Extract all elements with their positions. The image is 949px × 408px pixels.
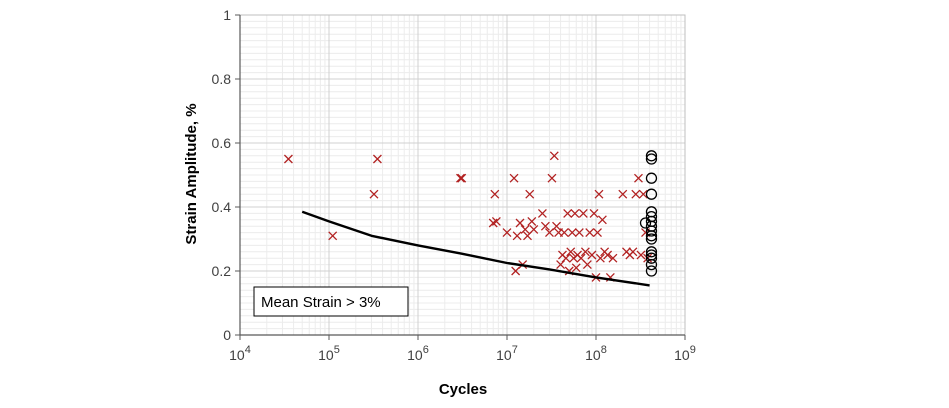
circle-marker-point [645, 258, 658, 271]
x-marker-point [580, 247, 590, 257]
y-tick-label: 0.2 [212, 263, 232, 279]
x-marker-point [595, 253, 605, 263]
x-marker-point [283, 154, 293, 164]
x-marker-point [582, 260, 592, 270]
x-marker-point [369, 189, 379, 199]
x-marker-point [509, 173, 519, 183]
fit-curve [301, 210, 650, 287]
x-marker-point [491, 216, 501, 226]
y-tick-label: 0.8 [212, 71, 232, 87]
x-marker-point [520, 224, 530, 234]
x-marker-point [631, 189, 641, 199]
x-marker-point [529, 224, 539, 234]
x-marker-point [597, 215, 607, 225]
minor-gridlines [240, 15, 685, 335]
x-marker-point [456, 173, 465, 183]
circle-marker-point [645, 233, 658, 245]
x-marker-point [540, 221, 550, 231]
circle-marker-point [639, 217, 652, 229]
series-layer [283, 150, 658, 287]
circle-marker-point [645, 265, 658, 277]
x-marker-point [634, 173, 643, 183]
x-marker-point [566, 247, 576, 257]
x-marker-point [545, 228, 554, 238]
x-marker-point [603, 250, 613, 260]
x-marker-point [525, 189, 535, 199]
x-marker-point [515, 218, 525, 228]
x-marker-point [636, 250, 646, 260]
x-marker-point [527, 216, 537, 226]
x-marker-point [502, 228, 512, 238]
x-marker-point [593, 228, 602, 238]
x-marker-point [552, 221, 561, 231]
x-marker-point [608, 253, 618, 263]
x-marker-point [578, 208, 588, 218]
x-tick-label: 107 [496, 344, 518, 363]
x-marker-point [628, 247, 638, 257]
x-marker-point [563, 208, 573, 218]
x-marker-point [490, 189, 500, 199]
y-tick-label: 0 [223, 327, 231, 343]
y-tick-label: 1 [223, 7, 231, 23]
x-marker-point [618, 189, 628, 199]
x-marker-point [512, 231, 522, 241]
circle-marker-point [645, 172, 658, 184]
x-tick-label: 106 [407, 344, 429, 363]
x-tick-label: 105 [318, 344, 340, 363]
x-tick-label: 104 [229, 344, 251, 363]
y-tick-label: 0.6 [212, 135, 232, 151]
circle-marker-point [645, 225, 658, 237]
x-marker-point [594, 189, 604, 199]
circle-marker-point [645, 230, 658, 242]
x-marker-point [638, 189, 648, 199]
x-marker-point [587, 250, 597, 260]
x-marker-point [561, 253, 571, 263]
circle-marker-point [645, 188, 658, 200]
annotation-frame [253, 286, 409, 317]
annotation-box: Mean Strain > 3% [253, 286, 409, 317]
x-marker-point [457, 173, 467, 183]
x-marker-point [549, 151, 559, 161]
x-tick-label: 108 [585, 344, 607, 363]
y-tick-label: 0.4 [212, 199, 232, 215]
circle-marker-point [645, 153, 658, 165]
x-axis-title: Cycles [439, 381, 487, 398]
x-marker-point [571, 263, 581, 273]
x-marker-point [585, 228, 595, 238]
y-tick-labels: 0 0.2 0.4 0.6 0.8 1 [212, 7, 232, 343]
y-axis-title: Strain Amplitude, % [183, 103, 200, 244]
circle-marker-point [645, 150, 658, 162]
x-marker-point [328, 231, 338, 241]
axis-lines [235, 14, 686, 340]
x-marker-point [372, 154, 382, 164]
x-tick-labels: 104 105 106 107 108 109 [229, 344, 696, 363]
x-tick-label: 109 [674, 344, 696, 363]
x-marker-point [537, 208, 547, 218]
annotation-text: Mean Strain > 3% [261, 294, 381, 311]
x-marker-point [589, 208, 599, 218]
x-marker-point [547, 173, 557, 183]
x-marker-point [574, 228, 584, 238]
x-marker-point [567, 228, 577, 238]
circle-marker-point [645, 252, 658, 264]
x-marker-point [511, 266, 521, 276]
circle-marker-point [645, 246, 658, 258]
x-marker-point [570, 208, 580, 218]
x-marker-point [556, 260, 566, 270]
x-marker-point [559, 228, 569, 238]
